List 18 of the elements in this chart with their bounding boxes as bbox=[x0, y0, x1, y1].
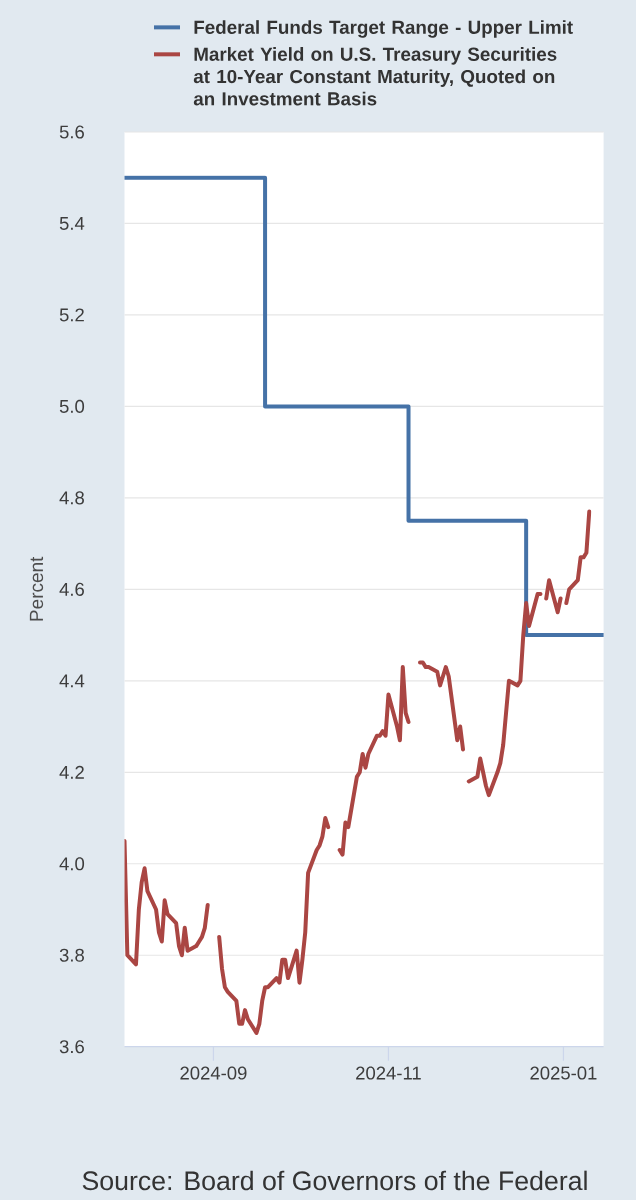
y-tick-label: 5.2 bbox=[59, 308, 84, 322]
y-tick-label: 5.6 bbox=[59, 125, 84, 139]
x-tick-label: 2025-01 bbox=[530, 1066, 597, 1080]
y-tick-label: 5.0 bbox=[59, 399, 85, 413]
source-note: Source: Board of Governors of the Federal bbox=[82, 1170, 587, 1191]
x-tick-label: 2024-09 bbox=[180, 1066, 247, 1080]
y-tick-label: 4.6 bbox=[59, 582, 84, 596]
y-tick-label: 5.4 bbox=[59, 217, 85, 230]
y-tick-label: 3.8 bbox=[59, 948, 84, 962]
y-tick-label: 4.0 bbox=[59, 857, 85, 871]
x-tick-label: 2024-11 bbox=[356, 1066, 421, 1080]
y-tick-label: 4.8 bbox=[59, 491, 84, 505]
y-tick-label: 3.6 bbox=[59, 1040, 84, 1054]
legend-label: Market Yield on U.S. Treasury Securities at 10-Year Constant Maturity, Quoted on an Investment Basis bbox=[193, 47, 557, 106]
y-axis-title: Percent bbox=[29, 556, 44, 621]
legend-label: Federal Funds Target Range - Upper Limit bbox=[194, 20, 573, 38]
y-tick-label: 4.4 bbox=[59, 674, 85, 688]
y-tick-label: 4.2 bbox=[59, 765, 84, 779]
